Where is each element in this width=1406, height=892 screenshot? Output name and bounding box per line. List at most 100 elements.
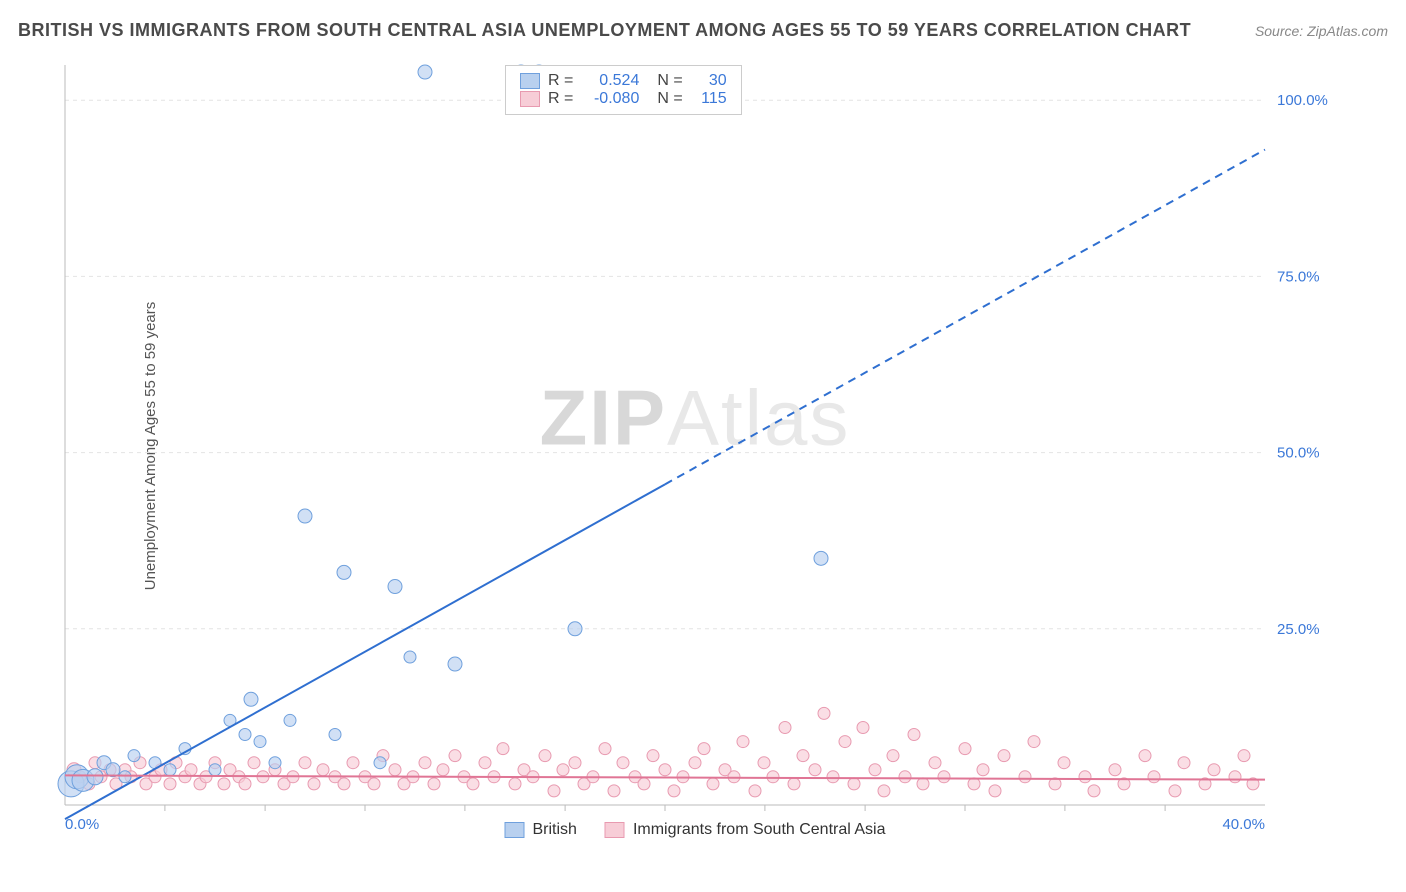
data-point: [779, 721, 791, 733]
data-point: [1019, 771, 1031, 783]
data-point: [317, 764, 329, 776]
data-point: [1088, 785, 1100, 797]
data-point: [689, 757, 701, 769]
data-point: [1109, 764, 1121, 776]
data-point: [617, 757, 629, 769]
data-point: [1079, 771, 1091, 783]
data-point: [839, 736, 851, 748]
data-point: [128, 750, 140, 762]
data-point: [239, 778, 251, 790]
data-point: [164, 764, 176, 776]
data-point: [809, 764, 821, 776]
stat-r-value: -0.080: [581, 90, 639, 108]
data-point: [299, 757, 311, 769]
data-point: [1058, 757, 1070, 769]
data-point: [1139, 750, 1151, 762]
y-tick-label: 100.0%: [1277, 92, 1328, 109]
data-point: [818, 707, 830, 719]
y-tick-label: 50.0%: [1277, 445, 1320, 462]
stat-n-label: N =: [657, 72, 682, 90]
title-bar: BRITISH VS IMMIGRANTS FROM SOUTH CENTRAL…: [18, 20, 1388, 41]
data-point: [749, 785, 761, 797]
legend-label: Immigrants from South Central Asia: [633, 821, 886, 839]
data-point: [929, 757, 941, 769]
data-point: [449, 750, 461, 762]
data-point: [878, 785, 890, 797]
data-point: [968, 778, 980, 790]
data-point: [254, 736, 266, 748]
data-point: [827, 771, 839, 783]
y-tick-label: 25.0%: [1277, 621, 1320, 638]
trend-line-extrapolated: [665, 150, 1265, 485]
data-point: [298, 509, 312, 523]
x-tick-label: 40.0%: [1222, 816, 1265, 833]
data-point: [388, 580, 402, 594]
data-point: [337, 565, 351, 579]
data-point: [244, 692, 258, 706]
legend-swatch: [505, 822, 525, 838]
data-point: [209, 764, 221, 776]
data-point: [989, 785, 1001, 797]
data-point: [389, 764, 401, 776]
chart-svg: 25.0%50.0%75.0%100.0%0.0%40.0%: [55, 55, 1335, 845]
stat-n-label: N =: [657, 90, 682, 108]
data-point: [887, 750, 899, 762]
y-tick-label: 75.0%: [1277, 268, 1320, 285]
data-point: [497, 743, 509, 755]
stat-swatch: [520, 73, 540, 89]
chart-plot: ZIPAtlas 25.0%50.0%75.0%100.0%0.0%40.0% …: [55, 55, 1335, 845]
data-point: [418, 65, 432, 79]
data-point: [758, 757, 770, 769]
data-point: [899, 771, 911, 783]
data-point: [908, 729, 920, 741]
data-point: [869, 764, 881, 776]
data-point: [568, 622, 582, 636]
data-point: [539, 750, 551, 762]
data-point: [557, 764, 569, 776]
data-point: [767, 771, 779, 783]
data-point: [467, 778, 479, 790]
legend-swatch: [605, 822, 625, 838]
stat-row: R =-0.080N =115: [520, 90, 727, 108]
data-point: [338, 778, 350, 790]
data-point: [1169, 785, 1181, 797]
data-point: [569, 757, 581, 769]
data-point: [737, 736, 749, 748]
data-point: [428, 778, 440, 790]
legend-item: Immigrants from South Central Asia: [605, 821, 886, 839]
stat-n-value: 115: [691, 90, 727, 108]
data-point: [479, 757, 491, 769]
data-point: [509, 778, 521, 790]
data-point: [404, 651, 416, 663]
data-point: [857, 721, 869, 733]
data-point: [368, 778, 380, 790]
data-point: [647, 750, 659, 762]
data-point: [1238, 750, 1250, 762]
data-point: [638, 778, 650, 790]
data-point: [608, 785, 620, 797]
data-point: [1028, 736, 1040, 748]
data-point: [1208, 764, 1220, 776]
data-point: [284, 714, 296, 726]
data-point: [239, 729, 251, 741]
chart-title: BRITISH VS IMMIGRANTS FROM SOUTH CENTRAL…: [18, 20, 1191, 41]
data-point: [448, 657, 462, 671]
data-point: [998, 750, 1010, 762]
stat-swatch: [520, 91, 540, 107]
data-point: [329, 729, 341, 741]
data-point: [308, 778, 320, 790]
data-point: [797, 750, 809, 762]
data-point: [269, 757, 281, 769]
data-point: [347, 757, 359, 769]
data-point: [374, 757, 386, 769]
bottom-legend: BritishImmigrants from South Central Asi…: [505, 821, 886, 839]
data-point: [814, 551, 828, 565]
stat-r-value: 0.524: [581, 72, 639, 90]
data-point: [87, 769, 103, 785]
data-point: [437, 764, 449, 776]
stat-r-label: R =: [548, 72, 573, 90]
data-point: [185, 764, 197, 776]
data-point: [848, 778, 860, 790]
data-point: [1178, 757, 1190, 769]
data-point: [659, 764, 671, 776]
